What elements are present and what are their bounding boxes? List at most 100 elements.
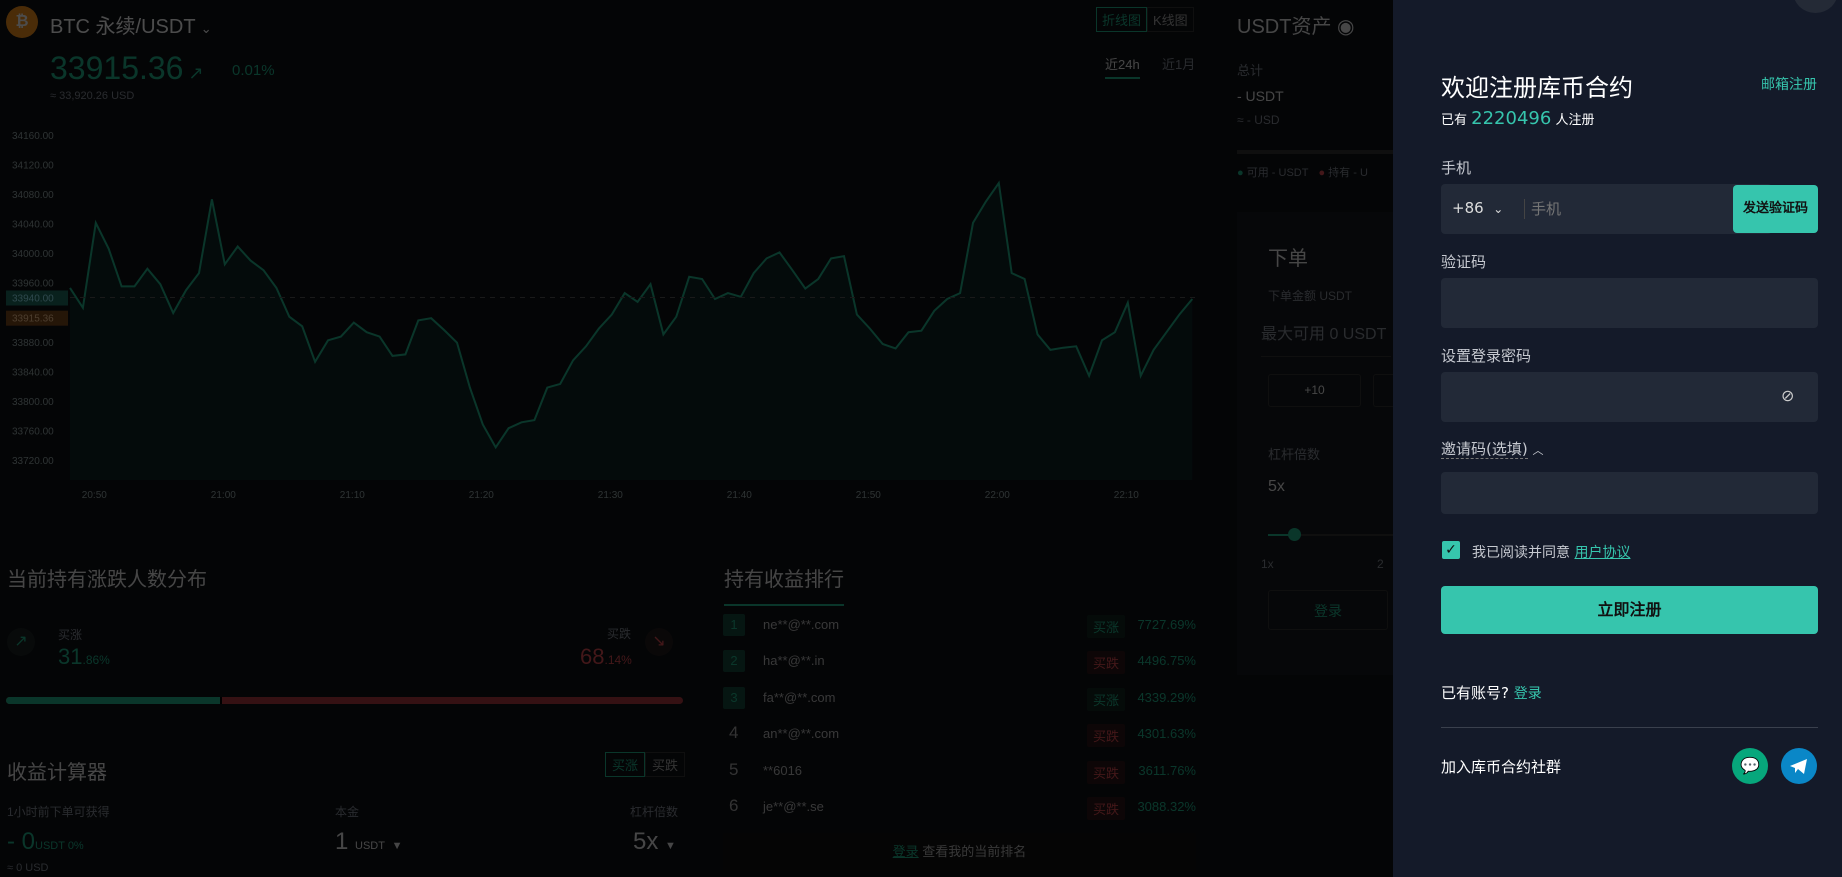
distribution-up-fill bbox=[6, 697, 222, 704]
rank-number: 6 bbox=[729, 796, 739, 815]
price-usd: ≈ 33,920.26 USD bbox=[50, 90, 135, 102]
marker-label: 33940.00 bbox=[12, 294, 54, 305]
add-10-button[interactable]: +10 bbox=[1268, 374, 1361, 407]
password-input[interactable] bbox=[1441, 372, 1818, 422]
y-tick-label: 33720.00 bbox=[12, 456, 54, 467]
calculator-title: 收益计算器 bbox=[7, 762, 107, 784]
wechat-icon[interactable]: 💬 bbox=[1732, 748, 1768, 784]
ranking-percent: 4496.75% bbox=[1137, 653, 1196, 668]
x-tick-label: 20:50 bbox=[82, 490, 107, 501]
arrow-up-icon: ↗ bbox=[183, 63, 204, 83]
ranking-login-link[interactable]: 登录 bbox=[892, 844, 919, 859]
assets-title: USDT资产 ◉ bbox=[1237, 16, 1355, 38]
agreement-link[interactable]: 用户协议 bbox=[1574, 545, 1631, 561]
ranking-row: 1 ne**@**.com 买涨 7727.69% bbox=[723, 614, 1196, 644]
profit-usd: ≈ 0 USD bbox=[7, 862, 49, 874]
ranking-row: 6 je**@**.se 买跌 3088.32% bbox=[723, 796, 1196, 826]
buy-up-percent: 31.86% bbox=[58, 644, 110, 669]
ranking-user: **6016 bbox=[763, 763, 803, 778]
calc-buy-down-toggle[interactable]: 买跌 bbox=[645, 752, 686, 777]
phone-label: 手机 bbox=[1441, 159, 1472, 177]
x-tick-label: 21:40 bbox=[727, 490, 752, 501]
x-tick-label: 22:10 bbox=[1114, 490, 1139, 501]
total-value: - USDT bbox=[1237, 88, 1284, 104]
x-tick-label: 21:10 bbox=[340, 490, 365, 501]
trend-up-icon: ↗ bbox=[7, 628, 35, 656]
y-tick-label: 33880.00 bbox=[12, 338, 54, 349]
eye-off-icon[interactable]: ⊘ bbox=[1781, 386, 1795, 405]
invite-code-input[interactable] bbox=[1441, 472, 1818, 514]
country-code-select[interactable]: +86 ⌄ bbox=[1452, 199, 1504, 217]
profit-label: 1小时前下单可获得 bbox=[7, 805, 110, 819]
close-button[interactable] bbox=[1793, 0, 1838, 13]
asset-bar bbox=[1237, 150, 1393, 154]
phone-input[interactable] bbox=[1531, 194, 1731, 224]
agree-text: 我已阅读并同意 用户协议 bbox=[1472, 545, 1631, 561]
price-area bbox=[70, 183, 1193, 480]
y-tick-label: 33840.00 bbox=[12, 367, 54, 378]
total-label: 总计 bbox=[1237, 63, 1264, 78]
range-24h[interactable]: 近24h bbox=[1105, 54, 1140, 79]
y-tick-label: 34000.00 bbox=[12, 249, 54, 260]
last-price: 33915.36 ↗ bbox=[50, 50, 204, 86]
background-page: ₿ BTC 永续/USDT ⌄ 33915.36 ↗ 0.01% ≈ 33,92… bbox=[0, 0, 1393, 877]
btc-logo: ₿ bbox=[6, 6, 38, 38]
y-tick-label: 33960.00 bbox=[12, 279, 54, 290]
telegram-icon[interactable] bbox=[1781, 748, 1817, 784]
rank-number: 1 bbox=[723, 614, 745, 636]
y-tick-label: 34080.00 bbox=[12, 190, 54, 201]
trend-down-icon: ↘ bbox=[645, 628, 673, 656]
community-label: 加入库币合约社群 bbox=[1441, 758, 1562, 776]
email-register-link[interactable]: 邮箱注册 bbox=[1761, 77, 1817, 93]
ranking-side: 买跌 bbox=[1087, 797, 1126, 820]
order-card: 下单 下单金额 USDT 最大可用 0 USDT +10 杠杆倍数 5x 1x … bbox=[1237, 212, 1393, 675]
y-tick-label: 34120.00 bbox=[12, 161, 54, 172]
amount-input[interactable]: 最大可用 0 USDT bbox=[1261, 320, 1391, 357]
calc-leverage-select[interactable]: 5x ▼ bbox=[633, 828, 676, 855]
order-login-button[interactable]: 登录 bbox=[1268, 590, 1388, 630]
buy-up-label: 买涨 bbox=[58, 628, 83, 642]
calc-buy-up-toggle[interactable]: 买涨 bbox=[605, 752, 646, 777]
tab-kline[interactable]: K线图 bbox=[1147, 7, 1194, 32]
pair-selector[interactable]: BTC 永续/USDT ⌄ bbox=[50, 10, 212, 39]
code-label: 验证码 bbox=[1441, 253, 1487, 271]
range-1m[interactable]: 近1月 bbox=[1162, 57, 1196, 72]
ranking-percent: 3088.32% bbox=[1137, 799, 1196, 814]
eye-icon: ◉ bbox=[1337, 16, 1355, 38]
x-tick-label: 22:00 bbox=[985, 490, 1010, 501]
principal-select[interactable]: 1 USDT ▼ bbox=[335, 828, 403, 855]
password-label: 设置登录密码 bbox=[1441, 347, 1532, 365]
price-change: 0.01% bbox=[232, 62, 275, 79]
distribution-bar bbox=[6, 697, 683, 704]
slider-mark: 2 bbox=[1377, 557, 1384, 571]
ranking-percent: 7727.69% bbox=[1137, 617, 1196, 632]
leverage-slider[interactable] bbox=[1268, 528, 1393, 541]
caret-down-icon: ▼ bbox=[665, 840, 676, 852]
ranking-row: 5 **6016 买跌 3611.76% bbox=[723, 760, 1196, 790]
y-tick-label: 34160.00 bbox=[12, 131, 54, 142]
login-link[interactable]: 登录 bbox=[1513, 686, 1542, 702]
have-account: 已有账号? 登录 bbox=[1441, 684, 1542, 702]
send-code-button[interactable]: 发送验证码 bbox=[1733, 185, 1818, 233]
price-chart: 34160.00 34120.00 34080.00 34040.00 34000.00… bbox=[6, 131, 1195, 501]
invite-toggle[interactable]: 邀请码(选填) ︿ bbox=[1441, 440, 1544, 459]
profit-value: - 0USDT 0% bbox=[7, 828, 84, 855]
rank-number: 4 bbox=[729, 723, 739, 742]
ranking-side: 买跌 bbox=[1087, 724, 1126, 747]
total-usd: ≈ - USD bbox=[1237, 113, 1280, 127]
ranking-side: 买跌 bbox=[1087, 761, 1126, 784]
ranking-user: je**@**.se bbox=[763, 799, 824, 814]
holding-legend: ● 持有 - U bbox=[1318, 167, 1368, 179]
ranking-login-bar: 登录 查看我的当前排名 bbox=[723, 833, 1196, 871]
y-tick-label: 34040.00 bbox=[12, 220, 54, 231]
tab-line-chart[interactable]: 折线图 bbox=[1096, 7, 1148, 32]
order-title: 下单 bbox=[1268, 248, 1308, 270]
y-tick-label: 33760.00 bbox=[12, 426, 54, 437]
ranking-user: an**@**.com bbox=[763, 726, 840, 741]
ranking-percent: 4301.63% bbox=[1137, 726, 1196, 741]
agree-checkbox[interactable]: ✓ bbox=[1442, 541, 1460, 559]
verification-code-input[interactable] bbox=[1441, 278, 1818, 328]
ranking-user: fa**@**.com bbox=[763, 690, 836, 705]
chevron-down-icon: ⌄ bbox=[200, 21, 212, 36]
register-submit-button[interactable]: 立即注册 bbox=[1441, 586, 1818, 634]
